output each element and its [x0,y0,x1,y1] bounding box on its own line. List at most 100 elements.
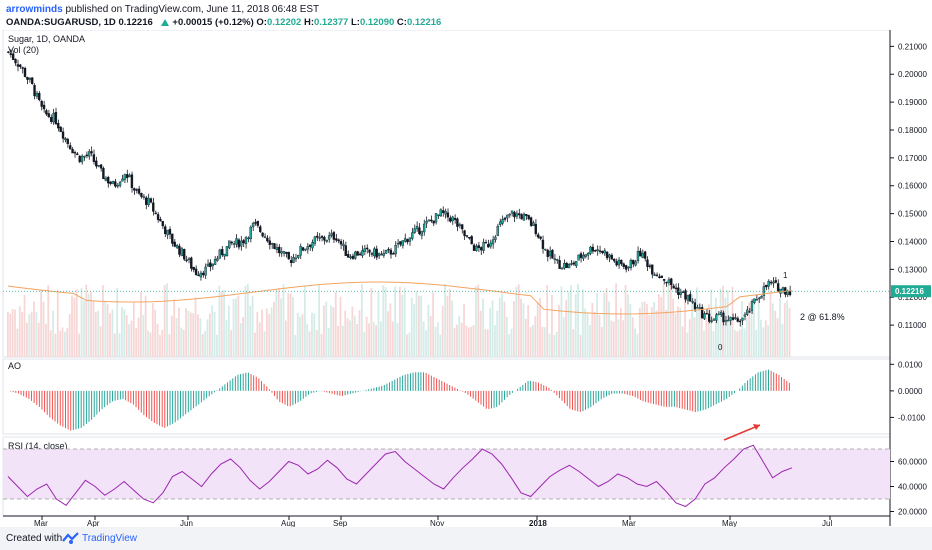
volume-bar [418,295,420,357]
volume-bar [78,333,81,357]
volume-bar [665,310,667,357]
volume-bar [529,327,532,357]
candle-body [700,307,704,319]
volume-bar [111,309,114,357]
candle-body [708,313,711,322]
candle-body [68,145,72,150]
chart-header: arrowminds published on TradingView.com,… [0,0,932,30]
candle-body [209,262,212,268]
volume-bar [375,325,378,357]
trading-chart[interactable]: 0.21000 0.20000 0.19000 0.18000 0.17000 0.160… [0,30,932,527]
volume-bar [627,294,629,357]
volume-bar [28,314,31,357]
candle-body [335,238,338,241]
volume-bar [703,331,705,357]
volume-bar [410,297,413,357]
candle-body [351,255,355,259]
volume-bar [173,299,176,357]
candle-body [297,255,300,258]
tradingview-brand[interactable]: TradingView [82,533,138,544]
candle-body [434,213,438,223]
volume-bar [598,314,601,357]
volume-bar [646,304,648,357]
price-tick-label: 0.18000 [898,126,927,135]
candle-body [510,210,514,214]
time-tick-label: Jun [180,519,193,527]
volume-bar [192,313,195,357]
candle-body [746,309,749,315]
price-tick-label: 0.21000 [898,42,927,51]
candle-body [577,254,580,261]
candle-body [460,224,464,230]
candle-body [703,313,706,320]
candle-body [163,226,167,235]
volume-bar [30,311,33,357]
volume-bar [539,297,541,357]
volume-bar [275,289,278,357]
candle-body [517,213,521,216]
price-tick-label: 0.12000 [898,293,927,302]
volume-bar [273,301,275,357]
volume-bar [151,303,154,357]
candle-body [230,241,233,244]
volume-bar [408,332,411,357]
candle-body [679,292,682,295]
price-tick-label: 0.19000 [898,98,927,107]
candle-body [142,196,145,198]
volume-bar [341,325,344,357]
volume-bar [377,291,380,357]
volume-bar [769,290,772,357]
candle-body [425,220,428,224]
volume-bar [135,328,138,357]
volume-bar [669,284,672,357]
volume-bar [26,322,28,357]
volume-bar [261,309,263,357]
candle-body [64,138,67,141]
volume-bar [256,312,259,357]
volume-bar [208,313,211,357]
volume-bar [676,306,679,357]
candle-body [244,237,248,245]
candle-body [190,257,193,269]
candle-body [320,235,324,238]
candle-body [411,232,414,239]
volume-bar [541,326,544,357]
ao-pane-title: AO [8,361,21,371]
candle-body [356,251,359,256]
candle-body [301,247,305,251]
candle-body [660,275,663,279]
time-tick-label: May [722,519,737,527]
candle-body [563,263,566,269]
volume-bar [251,295,254,357]
candle-body [627,266,630,269]
candle-body [354,251,357,259]
candle-body [449,217,452,222]
volume-bar [66,327,69,357]
publish-info: published on TradingView.com, June 11, 2… [65,4,320,15]
candle-body [375,248,378,258]
volume-bar [45,323,47,357]
candle-body [87,151,91,157]
volume-bar [90,291,92,357]
candle-body [584,254,587,257]
volume-bar [472,325,475,357]
volume-bar [227,305,230,357]
candle-body [674,287,678,290]
volume-bar [527,305,530,357]
candle-body [192,267,195,271]
candle-body [254,222,257,224]
volume-bar [180,327,183,357]
candle-body [76,153,79,156]
volume-bar [254,332,256,357]
candle-body [83,156,86,158]
author-link[interactable]: arrowminds [6,4,63,15]
volume-bar [444,283,446,357]
volume-bar [743,328,746,357]
volume-bar [717,314,720,357]
candle-body [23,68,27,77]
candle-body [430,219,433,222]
candle-body [399,241,402,245]
candle-body [565,263,568,268]
candle-body [154,212,157,215]
volume-bar [218,285,221,357]
